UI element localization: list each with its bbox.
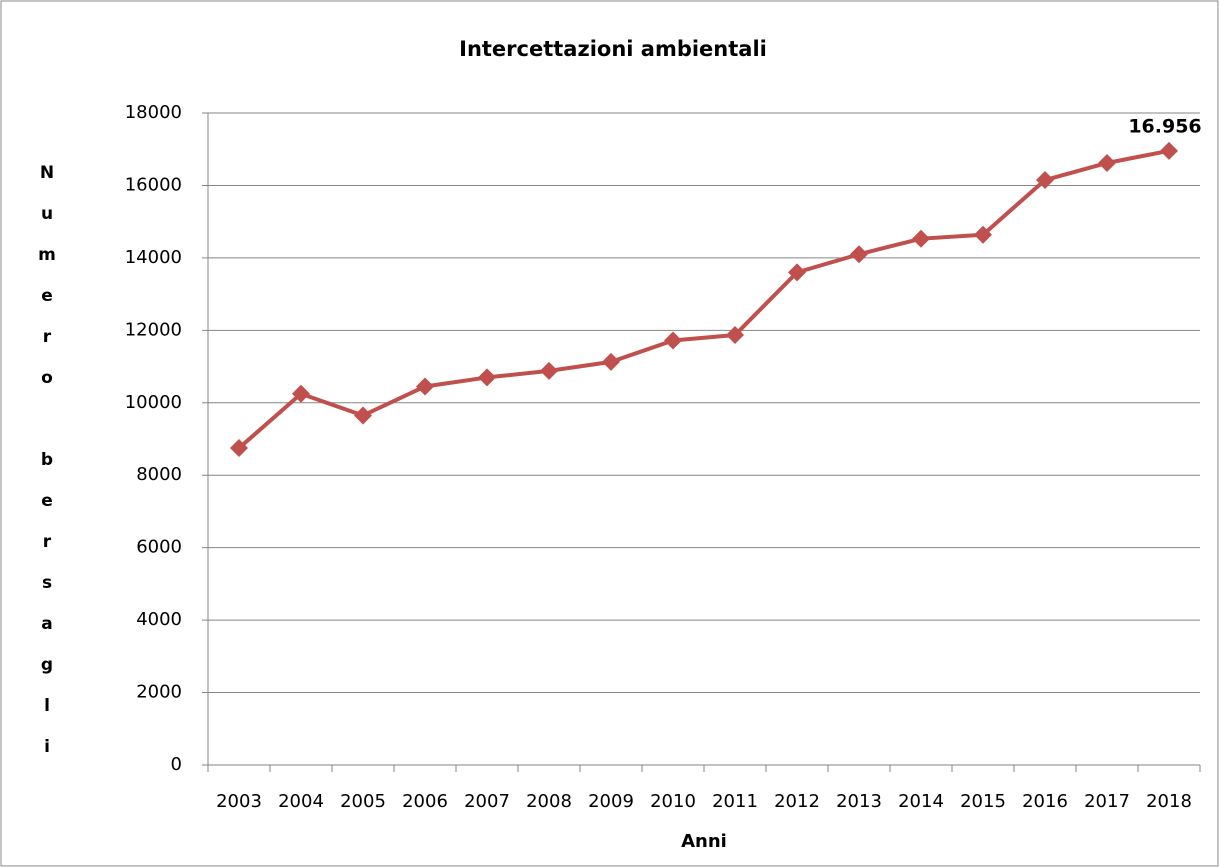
- x-tick-label: 2016: [1022, 791, 1068, 812]
- x-tick-label: 2017: [1084, 791, 1130, 812]
- marker: [1160, 141, 1178, 160]
- x-tick-label: 2007: [464, 791, 510, 812]
- data-label: 16.956: [1128, 115, 1201, 137]
- marker: [912, 229, 930, 248]
- marker: [1098, 153, 1116, 172]
- x-tick-label: 2008: [526, 791, 572, 812]
- y-tick-label: 4000: [136, 609, 182, 630]
- x-tick-label: 2015: [960, 791, 1006, 812]
- y-tick-label: 8000: [136, 464, 182, 485]
- marker: [354, 406, 372, 425]
- marker: [664, 331, 682, 350]
- y-tick-label: 12000: [125, 319, 182, 340]
- y-tick-label: 2000: [136, 682, 182, 703]
- x-axis-label: Anni: [681, 831, 727, 852]
- marker: [974, 225, 992, 244]
- marker: [416, 377, 434, 396]
- marker: [292, 384, 310, 403]
- x-tick-label: 2005: [340, 791, 386, 812]
- marker: [478, 368, 496, 387]
- marker: [850, 245, 868, 264]
- marker: [726, 326, 744, 345]
- series-line: [237, 148, 1170, 450]
- marker: [602, 352, 620, 371]
- x-tick-label: 2012: [774, 791, 820, 812]
- chart-title: Intercettazioni ambientali: [459, 37, 767, 61]
- y-axis-label: Numero bersagli: [37, 163, 57, 778]
- x-tick-label: 2009: [588, 791, 634, 812]
- x-tick-label: 2004: [278, 791, 324, 812]
- x-tick-label: 2013: [836, 791, 882, 812]
- x-tick-label: 2003: [216, 791, 262, 812]
- marker: [1036, 171, 1054, 190]
- marker: [230, 439, 248, 458]
- x-tick-label: 2011: [712, 791, 758, 812]
- x-tick-label: 2014: [898, 791, 944, 812]
- x-tick-label: 2006: [402, 791, 448, 812]
- y-tick-label: 6000: [136, 537, 182, 558]
- y-tick-label: 14000: [125, 247, 182, 268]
- x-tick-label: 2018: [1146, 791, 1192, 812]
- y-tick-label: 18000: [125, 102, 182, 123]
- x-tick-label: 2010: [650, 791, 696, 812]
- marker: [788, 263, 806, 282]
- y-tick-label: 0: [171, 754, 182, 775]
- y-tick-label: 16000: [125, 174, 182, 195]
- marker: [540, 361, 558, 380]
- y-tick-label: 10000: [125, 392, 182, 413]
